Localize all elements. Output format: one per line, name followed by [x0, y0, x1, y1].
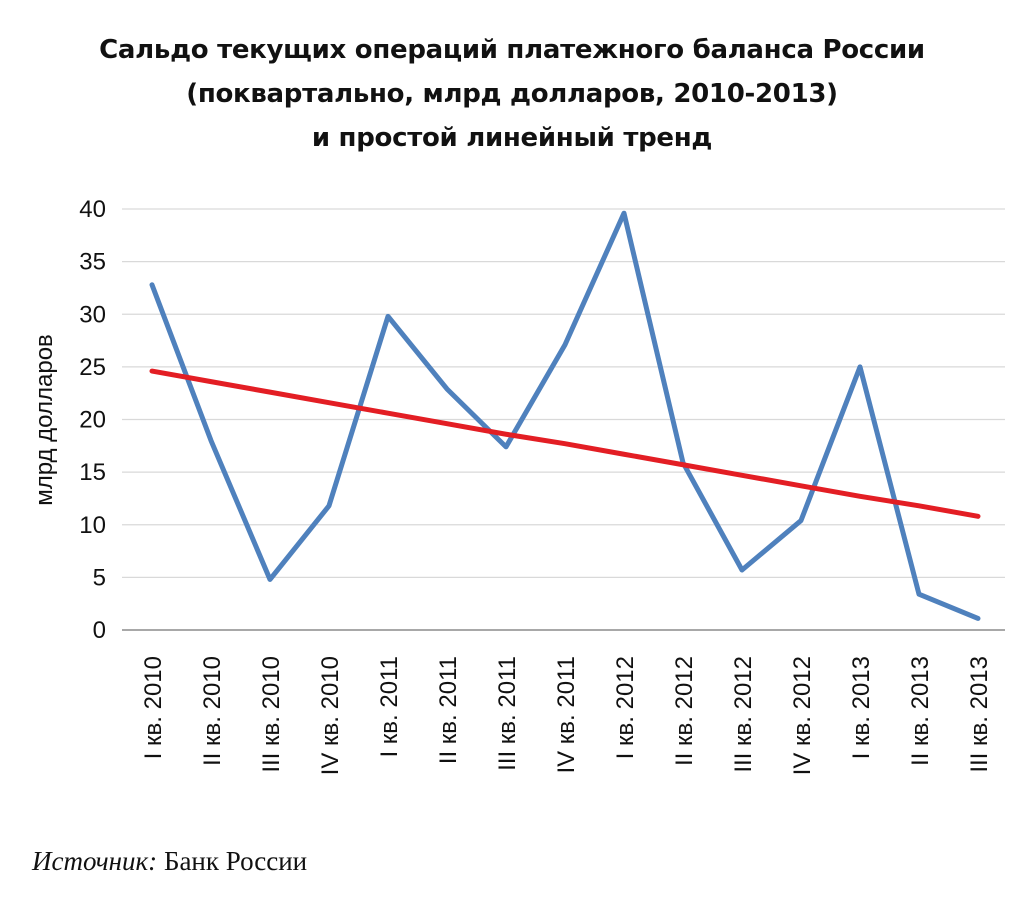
y-tick-label: 15 — [79, 459, 106, 486]
y-tick-label: 10 — [79, 512, 106, 539]
y-tick-label: 0 — [93, 617, 106, 644]
x-tick-label: I кв. 2012 — [612, 656, 639, 759]
x-tick-label: II кв. 2012 — [671, 656, 698, 766]
x-tick-label: IV кв. 2011 — [553, 656, 580, 774]
series-line-trend — [149, 368, 981, 519]
x-axis-ticks: I кв. 2010 II кв. 2010 III кв. 2010 IV кв. … — [140, 656, 993, 775]
x-tick-label: III кв. 2012 — [730, 656, 757, 773]
y-axis-label: млрд долларов — [31, 334, 58, 506]
x-tick-label: II кв. 2011 — [435, 656, 462, 764]
source-text: Банк России — [157, 846, 308, 876]
y-axis-ticks: 0 5 10 15 20 25 30 35 40 — [79, 196, 106, 644]
x-tick-label: III кв. 2011 — [494, 656, 521, 771]
x-tick-label: I кв. 2013 — [848, 656, 875, 759]
y-tick-label: 25 — [79, 354, 106, 381]
x-tick-label: IV кв. 2012 — [789, 656, 816, 775]
chart-title: Сальдо текущих операций платежного балан… — [0, 28, 1024, 160]
chart-title-line-2: (поквартально, млрд долларов, 2010-2013) — [186, 79, 838, 109]
x-tick-label: I кв. 2010 — [140, 656, 167, 759]
x-tick-label: IV кв. 2010 — [317, 656, 344, 775]
y-tick-label: 5 — [93, 564, 106, 591]
x-tick-label: II кв. 2013 — [907, 656, 934, 766]
y-tick-label: 40 — [79, 196, 106, 223]
x-tick-label: III кв. 2013 — [966, 656, 993, 773]
source-note: Источник: Банк России — [32, 846, 307, 877]
x-tick-label: II кв. 2010 — [199, 656, 226, 766]
x-tick-label: I кв. 2011 — [376, 656, 403, 758]
y-tick-label: 20 — [79, 407, 106, 434]
y-tick-label: 30 — [79, 301, 106, 328]
y-tick-label: 35 — [79, 249, 106, 276]
series-lines — [149, 210, 981, 621]
source-label: Источник: — [32, 846, 158, 876]
x-tick-label: III кв. 2010 — [258, 656, 285, 773]
chart-title-line-3: и простой линейный тренд — [311, 123, 713, 153]
series-line-balance — [149, 210, 981, 621]
chart-title-line-1: Сальдо текущих операций платежного балан… — [99, 35, 925, 65]
